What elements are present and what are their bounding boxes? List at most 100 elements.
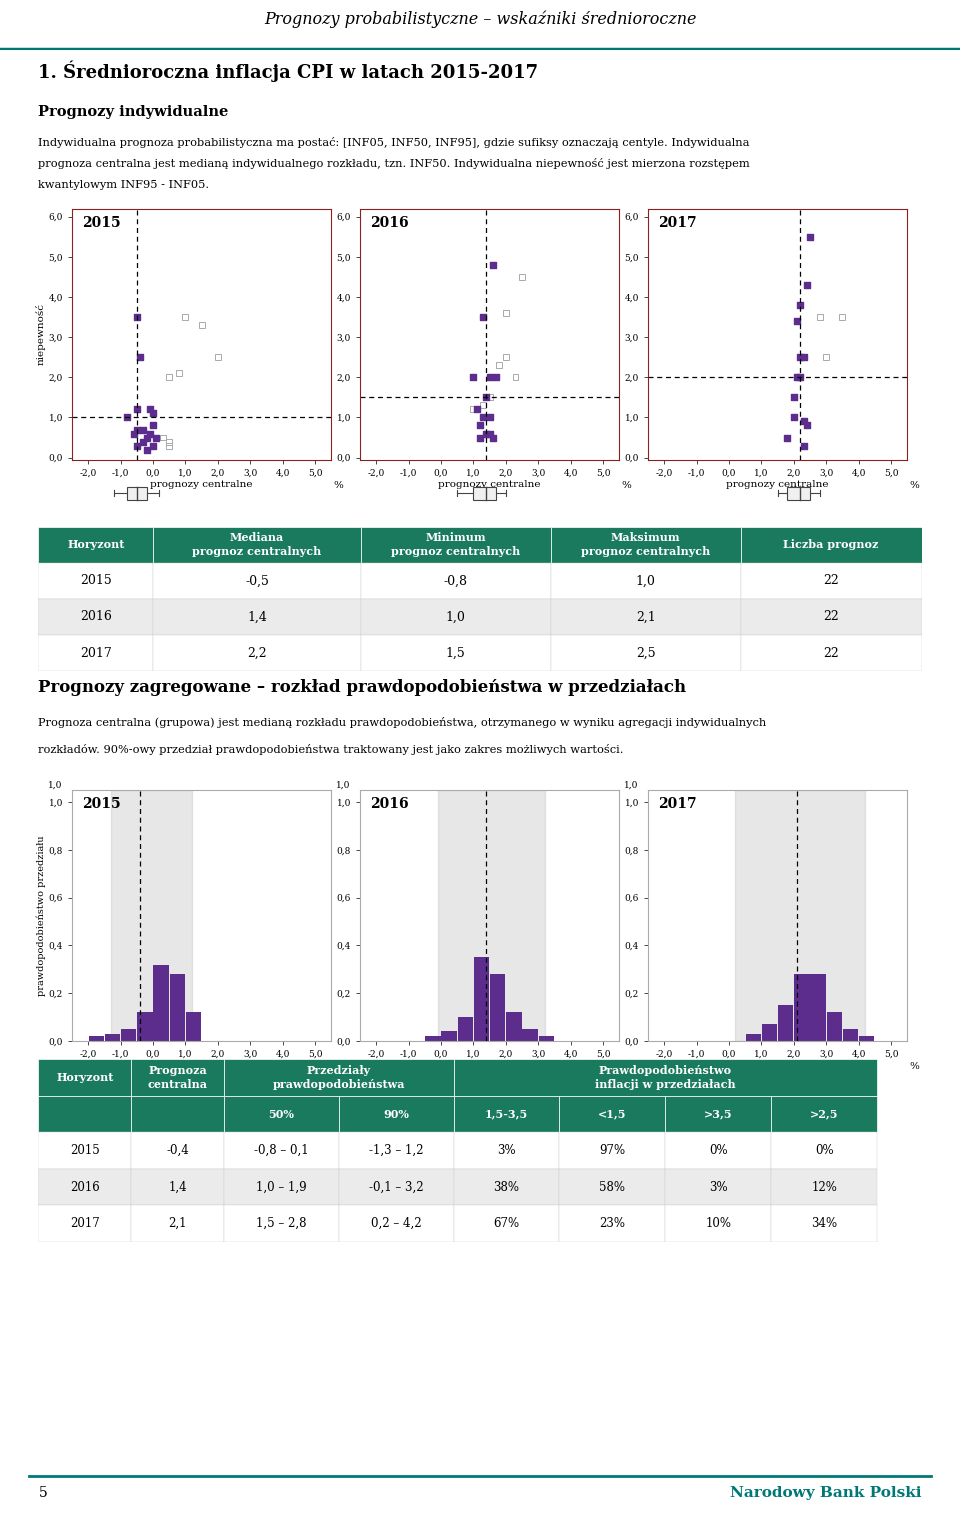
Text: 1,4: 1,4 <box>247 610 267 624</box>
Text: 22: 22 <box>823 647 839 659</box>
FancyBboxPatch shape <box>38 1059 132 1096</box>
Bar <box>794 974 809 1041</box>
Point <box>135 417 151 441</box>
FancyBboxPatch shape <box>154 563 361 600</box>
Text: Mediana
prognoz centralnych: Mediana prognoz centralnych <box>192 533 322 557</box>
FancyBboxPatch shape <box>132 1059 224 1096</box>
Point <box>149 425 164 449</box>
Bar <box>458 1017 473 1041</box>
Text: 5: 5 <box>38 1485 47 1501</box>
Text: %: % <box>334 1062 344 1071</box>
FancyBboxPatch shape <box>224 1096 339 1132</box>
Text: 0,2 – 4,2: 0,2 – 4,2 <box>371 1218 421 1230</box>
Text: -0,1 – 3,2: -0,1 – 3,2 <box>369 1181 423 1193</box>
Text: >2,5: >2,5 <box>810 1108 839 1120</box>
FancyBboxPatch shape <box>132 1169 224 1205</box>
Text: Prognoza centralna (grupowa) jest medianą rozkładu prawdopodobieństwa, otrzymane: Prognoza centralna (grupowa) jest median… <box>38 717 767 728</box>
FancyBboxPatch shape <box>127 487 147 499</box>
Text: -0,5: -0,5 <box>245 574 269 587</box>
Point <box>161 429 177 454</box>
Point <box>485 253 500 277</box>
Point <box>155 425 171 449</box>
FancyBboxPatch shape <box>361 600 551 635</box>
Point <box>210 345 226 370</box>
Point <box>786 405 802 429</box>
X-axis label: możliwe wartości (przedziały): możliwe wartości (przedziały) <box>128 1062 276 1071</box>
Text: 1,0: 1,0 <box>336 781 350 790</box>
Point <box>129 304 145 329</box>
Bar <box>110 790 192 1041</box>
Point <box>796 434 811 458</box>
Text: 1,5: 1,5 <box>445 647 466 659</box>
FancyBboxPatch shape <box>38 1096 132 1132</box>
Text: 12%: 12% <box>811 1181 837 1193</box>
Text: 2017: 2017 <box>80 647 111 659</box>
Point <box>482 405 497 429</box>
Text: %: % <box>334 481 344 490</box>
Text: Minimum
prognoz centralnych: Minimum prognoz centralnych <box>391 533 520 557</box>
FancyBboxPatch shape <box>453 1205 560 1242</box>
Text: 2016: 2016 <box>80 610 111 624</box>
Text: 34%: 34% <box>811 1218 837 1230</box>
Text: Indywidualna prognoza probabilistyczna ma postać: [INF05, INF50, INF95], gdzie s: Indywidualna prognoza probabilistyczna m… <box>38 137 750 148</box>
FancyBboxPatch shape <box>560 1132 665 1169</box>
Text: Narodowy Bank Polski: Narodowy Bank Polski <box>731 1485 922 1501</box>
Point <box>142 397 157 422</box>
Text: 2016: 2016 <box>70 1181 100 1193</box>
Point <box>479 422 494 446</box>
Text: 2017: 2017 <box>659 216 697 230</box>
Text: 1,0: 1,0 <box>48 781 62 790</box>
Text: 23%: 23% <box>599 1218 626 1230</box>
Point <box>145 434 160 458</box>
Bar <box>137 1012 153 1041</box>
Bar <box>539 1036 554 1041</box>
Bar <box>827 1012 842 1041</box>
Point <box>132 345 148 370</box>
FancyBboxPatch shape <box>740 527 922 563</box>
Point <box>161 434 177 458</box>
Y-axis label: niepewność: niepewność <box>36 303 46 365</box>
Point <box>498 345 514 370</box>
Bar <box>170 974 185 1041</box>
FancyBboxPatch shape <box>361 635 551 671</box>
Text: >3,5: >3,5 <box>704 1108 732 1120</box>
Text: 1,0: 1,0 <box>445 610 466 624</box>
FancyBboxPatch shape <box>361 563 551 600</box>
FancyBboxPatch shape <box>224 1059 453 1096</box>
Text: Prognozy indywidualne: Prognozy indywidualne <box>38 105 228 119</box>
FancyBboxPatch shape <box>224 1132 339 1169</box>
Bar <box>859 1036 875 1041</box>
FancyBboxPatch shape <box>740 563 922 600</box>
Text: Horyzont: Horyzont <box>67 539 125 549</box>
Point <box>119 405 134 429</box>
Text: 22: 22 <box>823 574 839 587</box>
Text: 3%: 3% <box>709 1181 728 1193</box>
Bar <box>522 1029 538 1041</box>
Text: %: % <box>910 1062 920 1071</box>
FancyBboxPatch shape <box>38 1169 132 1205</box>
FancyBboxPatch shape <box>740 635 922 671</box>
Point <box>194 314 209 338</box>
Text: Maksimum
prognoz centralnych: Maksimum prognoz centralnych <box>581 533 710 557</box>
FancyBboxPatch shape <box>361 527 551 563</box>
FancyBboxPatch shape <box>551 563 740 600</box>
Point <box>508 365 523 390</box>
Text: Liczba prognoz: Liczba prognoz <box>783 539 878 549</box>
Point <box>793 365 808 390</box>
Point <box>492 353 507 377</box>
FancyBboxPatch shape <box>560 1169 665 1205</box>
Text: 0%: 0% <box>815 1145 834 1157</box>
Bar <box>843 1029 858 1041</box>
Text: Prognozy zagregowane – rozkład prawdopodobieństwa w przedziałach: Prognozy zagregowane – rozkład prawdopod… <box>38 679 686 696</box>
Point <box>482 385 497 409</box>
Point <box>161 365 177 390</box>
FancyBboxPatch shape <box>453 1132 560 1169</box>
Text: 22: 22 <box>823 610 839 624</box>
FancyBboxPatch shape <box>154 600 361 635</box>
Point <box>145 414 160 438</box>
Point <box>789 309 804 333</box>
Text: 10%: 10% <box>706 1218 732 1230</box>
Point <box>812 304 828 329</box>
FancyBboxPatch shape <box>772 1096 877 1132</box>
FancyBboxPatch shape <box>224 1169 339 1205</box>
